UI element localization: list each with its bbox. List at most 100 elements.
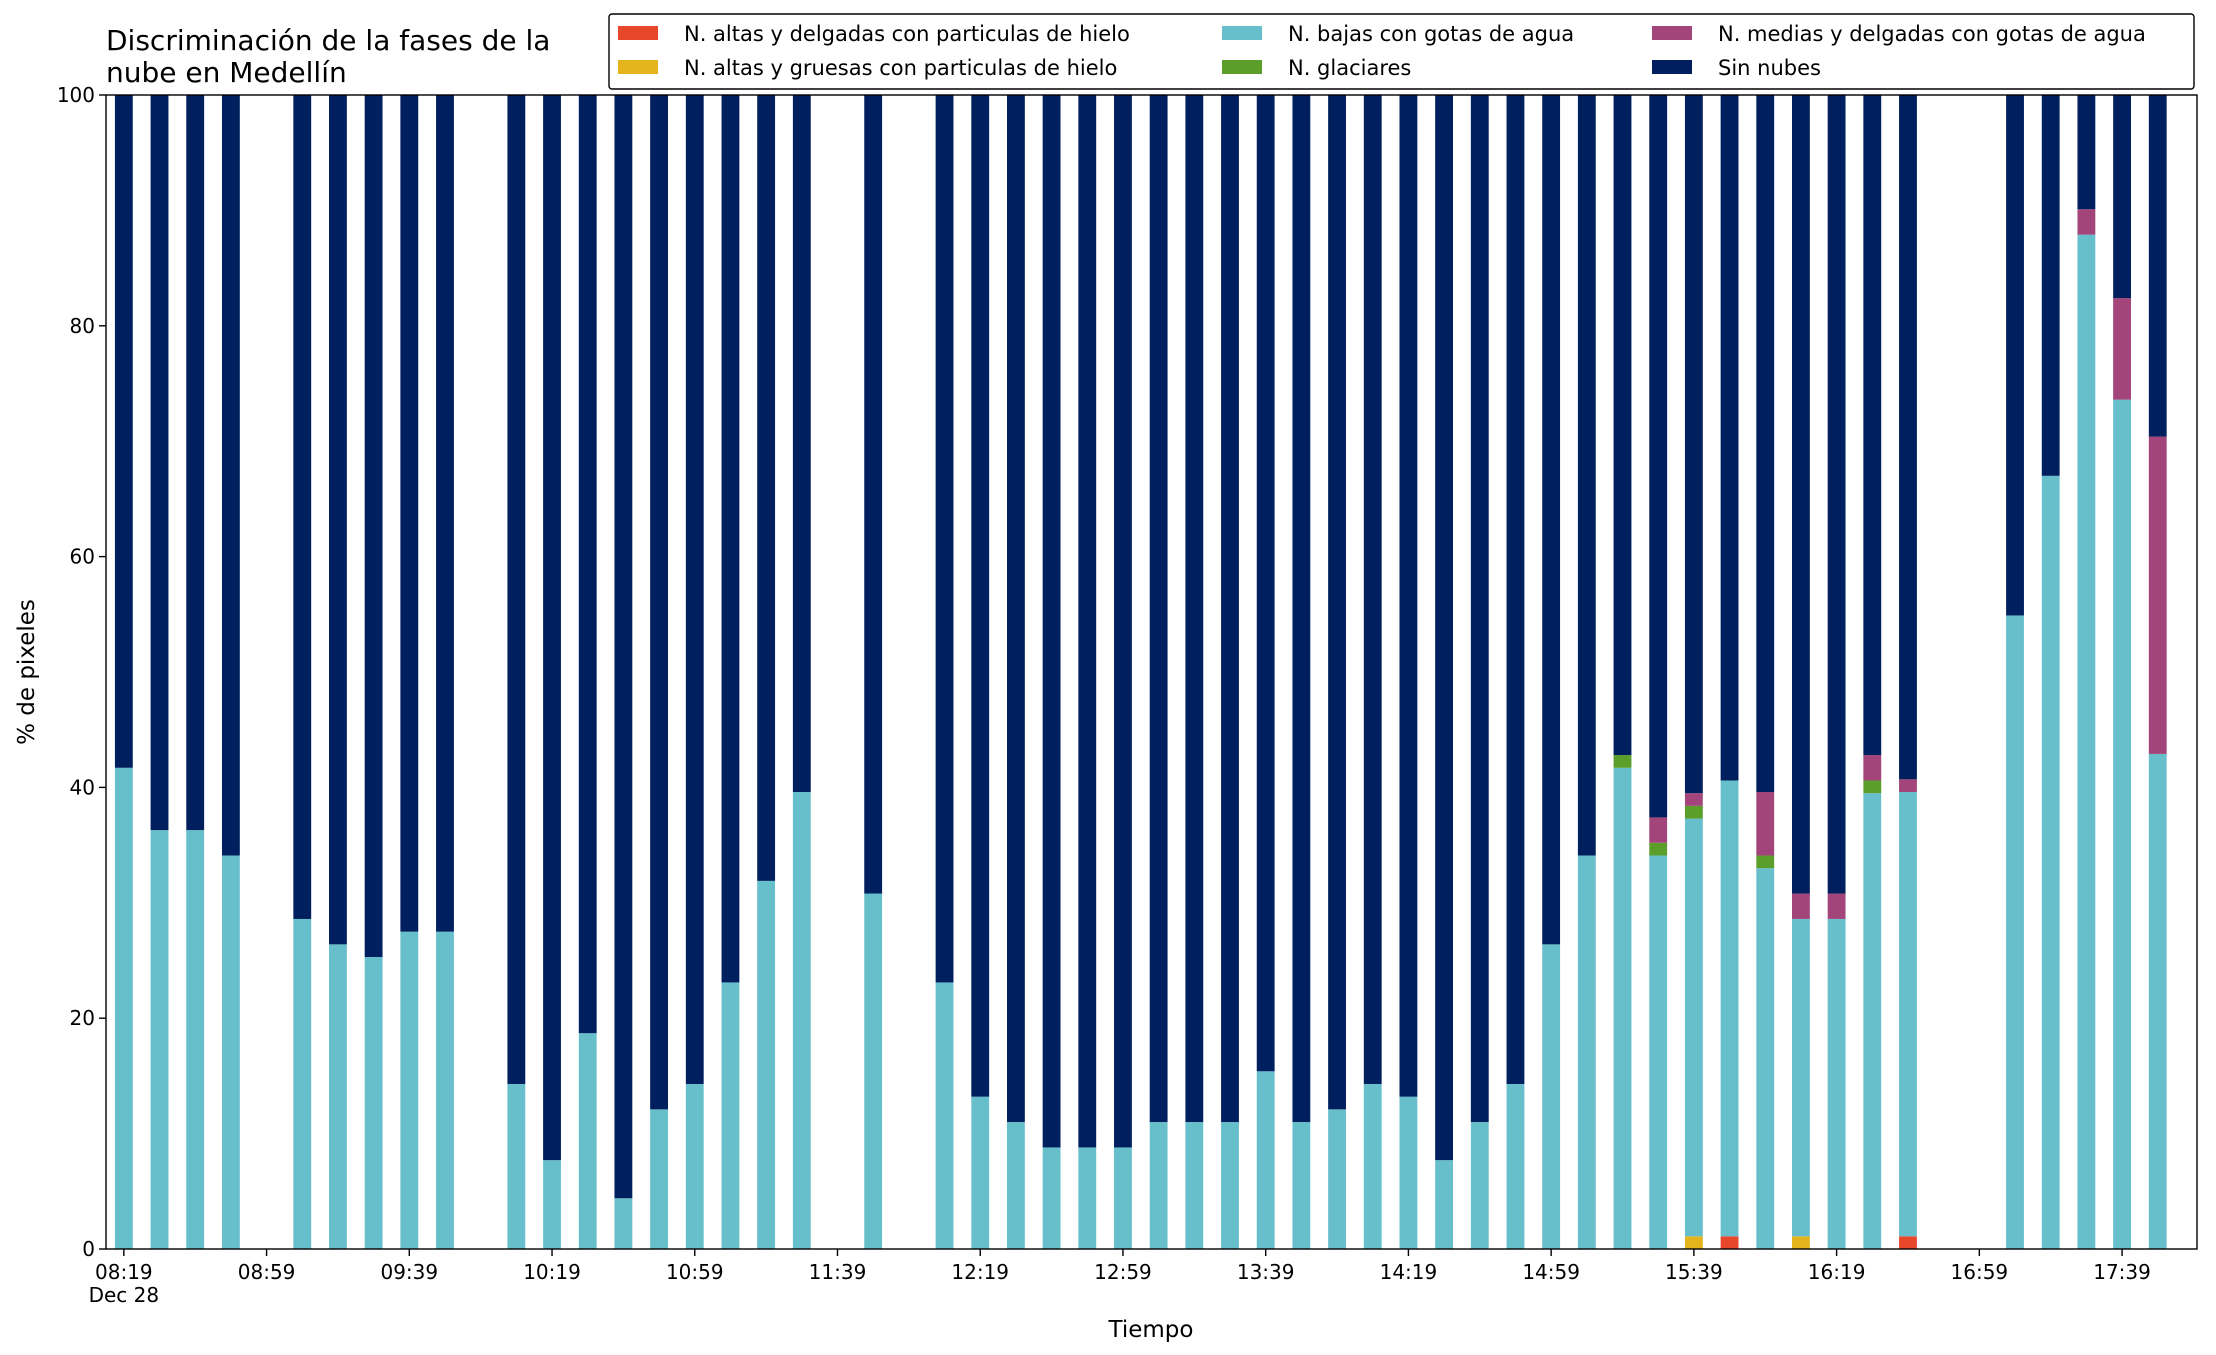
y-tick-label: 20 (70, 1006, 95, 1030)
bar-segment (1006, 95, 1025, 1123)
bar-segment (1756, 95, 1775, 793)
y-tick-label: 100 (57, 83, 95, 107)
bar-segment (1399, 95, 1418, 1097)
bar-segment (400, 95, 419, 932)
bar-segment (364, 95, 383, 958)
bar-segment (864, 95, 883, 894)
bar-segment (507, 1083, 526, 1249)
bar-segment (2113, 95, 2131, 299)
bar-segment (2148, 753, 2167, 1249)
bar-segment (221, 855, 240, 1249)
x-tick-label: 17:39 (2093, 1260, 2151, 1284)
bar-segment (1363, 1083, 1382, 1249)
x-tick-label: 11:39 (809, 1260, 867, 1284)
x-tick-label: 16:59 (1951, 1260, 2009, 1284)
bar-segment (757, 95, 776, 881)
bar-segment (1720, 780, 1739, 1237)
bar-segment (1292, 1122, 1311, 1249)
bar-segment (1899, 95, 1917, 780)
x-tick-label: 08:19 Dec 28 (89, 1260, 160, 1307)
bar-segment (614, 1198, 633, 1249)
bar-segment (935, 982, 954, 1249)
legend-swatch (618, 26, 658, 40)
bar-segment (2113, 399, 2131, 1249)
bar-segment (543, 1160, 561, 1249)
bar-segment (1899, 792, 1917, 1237)
bar-segment (1649, 817, 1668, 843)
x-tick-label: 16:19 (1808, 1260, 1866, 1284)
y-tick-label: 60 (70, 545, 95, 569)
bar-segment (543, 95, 561, 1161)
x-tick-label: 12:59 (1094, 1260, 1152, 1284)
bar-segment (186, 830, 205, 1249)
bar-segment (1577, 95, 1596, 856)
x-tick-label: 08:59 (238, 1260, 296, 1284)
bar-segment (1756, 855, 1775, 869)
legend-swatch (1222, 26, 1262, 40)
bar-segment (2041, 95, 2060, 476)
bar-segment (864, 893, 883, 1249)
bar-segment (1720, 1236, 1739, 1249)
bar-segment (1756, 792, 1775, 856)
bar-segment (1328, 95, 1346, 1110)
x-tick-label: 13:39 (1237, 1260, 1295, 1284)
bar-segment (721, 95, 740, 983)
bar-segment (1256, 95, 1275, 1072)
legend-label: N. altas y delgadas con particulas de hi… (684, 22, 1130, 46)
bar-segment (1292, 95, 1311, 1123)
bar-segment (971, 1096, 990, 1249)
bar-segment (1542, 95, 1561, 945)
x-tick-label: 10:59 (666, 1260, 724, 1284)
bar-segment (2006, 95, 2024, 616)
bar-segment (1114, 1147, 1132, 1249)
x-tick-label: 14:59 (1522, 1260, 1580, 1284)
bar-segment (1792, 1236, 1810, 1249)
bar-segment (1684, 95, 1703, 794)
bar-segment (1792, 893, 1810, 919)
bar-segment (1649, 855, 1668, 1249)
bar-segment (2113, 298, 2131, 400)
bar-segment (1827, 918, 1846, 1249)
bar-segment (1577, 855, 1596, 1249)
legend-swatch (1652, 26, 1692, 40)
bar-segment (1827, 893, 1846, 919)
bar-segment (650, 1109, 669, 1249)
bar-segment (1542, 944, 1561, 1249)
bar-segment (935, 95, 954, 983)
bar-segment (1613, 755, 1632, 768)
bar-segment (1470, 95, 1489, 1123)
bar-segment (150, 830, 169, 1249)
legend-label: N. glaciares (1288, 56, 1411, 80)
bar-segment (1863, 793, 1882, 1249)
legend-swatch (618, 60, 658, 74)
bar-segment (114, 95, 133, 768)
bar-segment (1435, 95, 1454, 1161)
bar-segment (1363, 95, 1382, 1084)
bar-segment (2148, 95, 2167, 437)
x-tick-label: 09:39 (380, 1260, 438, 1284)
bar-segment (1899, 1236, 1917, 1249)
x-tick-label: 12:19 (951, 1260, 1009, 1284)
bar-segment (1792, 95, 1810, 894)
plot-frame (105, 94, 2198, 1250)
bar-segment (1470, 1122, 1489, 1249)
bar-segment (1042, 1147, 1061, 1249)
bar-segment (364, 957, 383, 1249)
legend-label: Sin nubes (1718, 56, 1821, 80)
bar-segment (1756, 868, 1775, 1249)
y-tick-label: 80 (70, 314, 95, 338)
bar-segment (1078, 1147, 1097, 1249)
bar-segment (2077, 95, 2096, 210)
bar-segment (614, 95, 633, 1199)
bar-segment (1006, 1122, 1025, 1249)
bar-segment (721, 982, 740, 1249)
bar-segment (1185, 95, 1204, 1123)
bar-segment (114, 767, 133, 1249)
bar-segment (1684, 793, 1703, 806)
bar-segment (1149, 95, 1168, 1123)
bar-segment (2077, 234, 2096, 1249)
bar-segment (1506, 1083, 1525, 1249)
bar-segment (329, 944, 347, 1249)
